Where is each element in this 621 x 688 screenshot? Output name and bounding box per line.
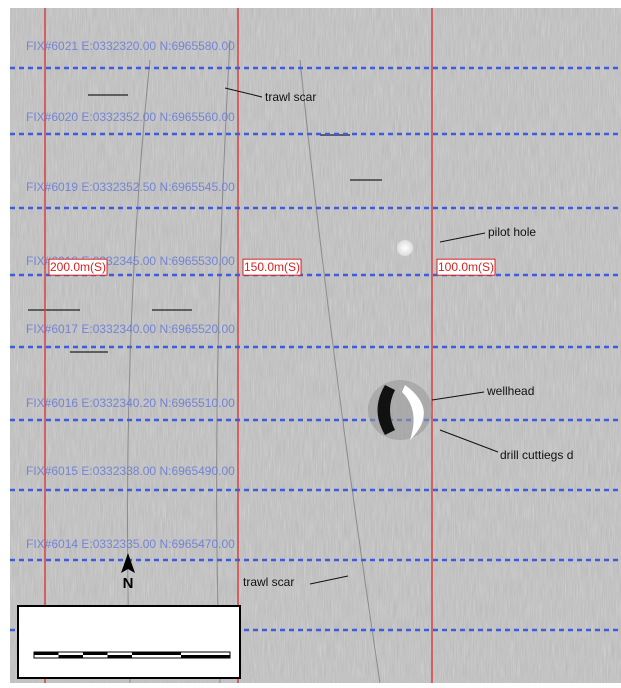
fix-label: FIX#6014 E:0332335.00 N:6965470.00 [26,537,235,551]
annotation: trawl scar [265,90,316,104]
fix-label: FIX#6019 E:0332352.50 N:6965545.00 [26,180,235,194]
annotation: drill cuttiegs d [500,448,573,462]
grid-label: 200.0m(S) [50,260,106,274]
annotation: pilot hole [488,225,536,239]
grid-label: 150.0m(S) [244,260,300,274]
fix-label: FIX#6016 E:0332340.20 N:6965510.00 [26,396,235,410]
annotation: trawl scar [243,575,294,589]
fix-label: FIX#6020 E:0332352.00 N:6965560.00 [26,110,235,124]
fix-label: FIX#6021 E:0332320.00 N:6965580.00 [26,39,235,53]
sonar-image: FIX#6021 E:0332320.00 N:6965580.00 FIX#60… [0,0,621,683]
north-label: N [123,575,134,592]
grid-label: 100.0m(S) [438,260,494,274]
annotation: wellhead [486,384,534,398]
scale-bar [34,652,230,658]
scale-box [18,606,240,678]
fix-label: FIX#6015 E:0332338.00 N:6965490.00 [26,464,235,478]
wellhead-mark [368,380,432,440]
fix-label: FIX#6017 E:0332340.00 N:6965520.00 [26,322,235,336]
pilot-hole [397,240,413,256]
